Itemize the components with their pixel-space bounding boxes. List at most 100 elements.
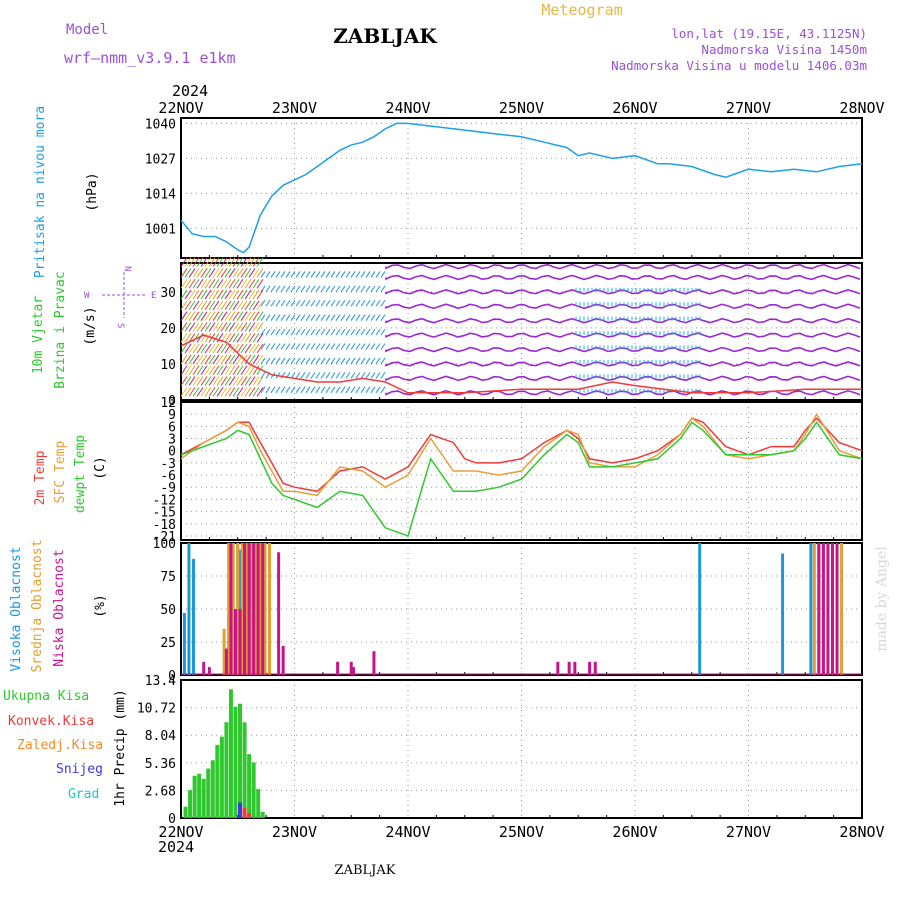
y-tick-label: 5.36	[145, 757, 176, 772]
wind-level-line	[385, 332, 861, 338]
wind-barb	[236, 257, 244, 267]
wind-barb	[325, 285, 331, 293]
wind-barb	[184, 376, 192, 386]
wind-barb	[236, 343, 244, 354]
panel-wind: 30 20 10 0	[160, 262, 863, 409]
wind-barb	[355, 386, 361, 394]
bar-clouds	[236, 543, 240, 675]
wind-barb	[256, 289, 264, 300]
y-tick-label: 75	[160, 570, 176, 585]
wind-barb	[290, 299, 296, 307]
y-tick-label: 3	[168, 433, 176, 448]
bar-clouds	[573, 661, 577, 675]
wind-barb	[232, 387, 240, 397]
wind-barb	[265, 285, 271, 293]
wind-barb	[290, 328, 296, 336]
wind-level-line	[385, 346, 861, 353]
wind-barb	[192, 268, 200, 278]
wind-barb	[340, 328, 346, 336]
wind-barb	[212, 322, 220, 332]
wind-barb	[216, 387, 224, 397]
wind-barb	[370, 285, 376, 293]
wind-barb	[320, 271, 326, 278]
wind-barb	[315, 372, 321, 379]
wind-barb	[240, 311, 248, 321]
y-tick-label: -18	[153, 518, 176, 533]
wind-barb	[180, 343, 188, 354]
wind-barb	[252, 322, 260, 332]
wind-barb	[265, 271, 271, 278]
wind-barb	[252, 278, 260, 289]
wind-barb	[260, 299, 266, 307]
panel-border	[180, 401, 863, 541]
wind-barb	[220, 257, 228, 267]
lonlat-label: lon,lat (19.15E, 43.1125N)	[671, 26, 867, 41]
wind-barb	[290, 314, 296, 321]
wind-barb	[335, 386, 341, 394]
wind-barb	[192, 257, 200, 267]
bar-clouds	[247, 543, 251, 675]
wind-barb	[220, 376, 228, 386]
wind-barb	[360, 271, 366, 278]
wind-barb	[220, 311, 228, 321]
wind-barb	[248, 376, 256, 386]
wind-barb	[236, 322, 244, 332]
wind-barb	[184, 333, 192, 343]
bar-clouds	[263, 543, 267, 675]
wind-barb	[365, 372, 371, 379]
wind-barb	[380, 372, 386, 379]
wind-barb	[315, 328, 321, 336]
watermark: made by Angel	[874, 546, 890, 652]
wind-barb	[350, 314, 356, 321]
wind-barb	[280, 299, 286, 307]
panel-frames: 10401027101410013020100129630-3-6-9-12-1…	[137, 117, 863, 827]
wind-barb	[325, 386, 331, 394]
wind-barb	[290, 285, 296, 293]
wind-barb	[285, 328, 291, 336]
bar-precip	[233, 706, 238, 818]
wind-barb	[192, 343, 200, 354]
panel-border	[180, 542, 863, 676]
time-tick-top: 26NOV	[612, 99, 657, 117]
wind-barb	[236, 387, 244, 397]
altitude-label: Nadmorska Visina 1450m	[701, 42, 867, 57]
wind-level-line	[385, 361, 861, 367]
wind-barb	[295, 328, 301, 336]
wind-barb	[232, 376, 240, 386]
wind-barb	[228, 354, 236, 365]
wind-barb	[295, 343, 301, 350]
bar-precip	[215, 744, 220, 818]
series-line-temperature	[180, 417, 863, 493]
y-tick-label: 30	[160, 286, 176, 301]
wind-barb	[320, 314, 326, 321]
bar-precip	[242, 807, 247, 818]
wind-barb	[340, 314, 346, 321]
wind-barb	[184, 387, 192, 397]
wind-barb	[305, 285, 311, 293]
wind-barb	[184, 257, 192, 267]
wind-unit: (m/s)	[83, 306, 98, 345]
time-axis-top: 22NOV 23NOV 24NOV 25NOV 26NOV 27NOV 28NOV	[158, 99, 884, 117]
wind-barb	[220, 268, 228, 278]
bar-clouds	[567, 661, 571, 675]
wind-barb	[345, 343, 351, 350]
wind-barb	[204, 278, 212, 289]
wind-level-line	[385, 289, 861, 295]
wind-barb	[375, 271, 381, 278]
wind-barb	[330, 386, 336, 394]
wind-barb	[200, 387, 208, 397]
wind-barb	[280, 357, 286, 365]
compass-rose: N W E S	[84, 266, 156, 328]
wind-barb	[360, 343, 366, 350]
bar-clouds	[240, 543, 244, 675]
wind-barb	[285, 386, 291, 394]
wind-barb	[216, 268, 224, 278]
wind-barb	[295, 271, 301, 278]
wind-barb	[280, 386, 286, 394]
precip-label-total: Ukupna Kisa	[3, 689, 89, 704]
wind-barb	[188, 343, 196, 354]
wind-barb	[270, 386, 276, 394]
bar-clouds	[817, 543, 821, 675]
wind-barb	[370, 357, 376, 365]
